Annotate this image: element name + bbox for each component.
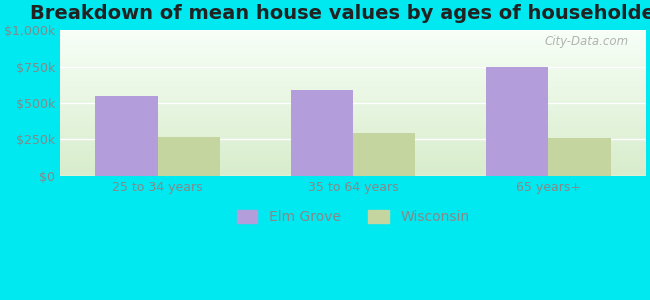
Text: City-Data.com: City-Data.com [544,34,629,48]
Title: Breakdown of mean house values by ages of householders: Breakdown of mean house values by ages o… [30,4,650,23]
Bar [548,138,611,176]
Bar [96,96,158,176]
Bar [291,90,353,176]
Bar [486,67,548,176]
Legend: Elm Grove, Wisconsin: Elm Grove, Wisconsin [231,205,475,230]
Bar [353,133,415,176]
Bar [158,137,220,176]
